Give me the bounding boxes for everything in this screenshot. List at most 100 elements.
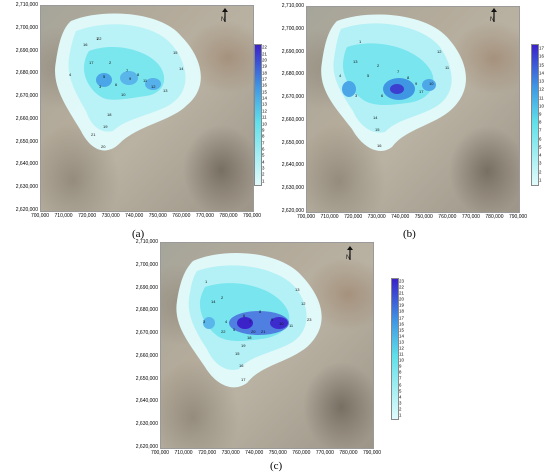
legend-colorbar-c (391, 278, 399, 420)
legend-label: 21 (262, 51, 267, 57)
well-label: 2 (221, 295, 224, 300)
well-label: 15 (173, 50, 178, 55)
legend-label: 3 (399, 400, 402, 406)
y-tick-label: 2,670,000 (15, 93, 38, 100)
y-tick-label: 2,680,000 (281, 71, 304, 78)
x-tick-label: 720,000 (344, 214, 363, 220)
legend-label: 18 (262, 70, 267, 76)
north-arrow-icon: N (489, 8, 499, 23)
well-label: 6 (243, 313, 246, 318)
well-label: 3 (355, 93, 358, 98)
well-label: 11 (445, 65, 450, 70)
legend-label: 11 (539, 95, 544, 101)
well-label: 21 (91, 132, 96, 137)
x-tick-label: 740,000 (245, 450, 264, 456)
well-label: 22 (221, 329, 226, 334)
well-label: 1 (359, 39, 362, 44)
contour-peak-b-core (390, 84, 404, 94)
well-label: 2 (109, 60, 112, 65)
x-tick-label: 700,000 (30, 213, 50, 219)
x-tick-label: 760,000 (438, 214, 457, 220)
well-label: 9 (129, 76, 132, 81)
y-tick-label: 2,670,000 (135, 330, 158, 337)
x-tick-label: 710,000 (320, 214, 339, 220)
legend-label: 10 (539, 103, 544, 109)
legend-label: 18 (399, 308, 404, 314)
legend-label: 17 (539, 45, 544, 51)
legend-label: 5 (262, 152, 265, 158)
legend-label: 1 (262, 178, 265, 184)
x-tick-label: 770,000 (461, 214, 480, 220)
well-label: 21 (261, 329, 266, 334)
y-tick-label: 2,690,000 (281, 48, 304, 55)
x-tick-label: 730,000 (101, 213, 120, 219)
well-label: 13 (163, 88, 168, 93)
well-label: 16 (377, 143, 382, 148)
well-label: 4 (225, 319, 228, 324)
well-label: 8 (259, 309, 262, 314)
legend-label: 7 (399, 375, 402, 381)
map-area-a: 1 2 3 4 5 6 7 8 9 10 11 12 13 14 15 16 17 18 19 20 21 22 (40, 5, 254, 212)
well-label: 14 (211, 299, 216, 304)
well-label: 13 (353, 59, 358, 64)
well-label: 10 (121, 92, 126, 97)
well-label: 12 (437, 49, 442, 54)
well-label: 9 (271, 317, 274, 322)
well-label: 16 (83, 42, 88, 47)
well-label: 17 (241, 377, 246, 382)
x-tick-label: 780,000 (219, 213, 238, 219)
x-tick-label: 710,000 (54, 213, 73, 219)
svg-text:N: N (221, 17, 225, 22)
legend-label: 14 (539, 70, 544, 76)
well-label: 14 (179, 66, 184, 71)
x-tick-label: 770,000 (315, 450, 334, 456)
contour-peak-c-core-2 (270, 317, 288, 329)
legend-label: 4 (539, 152, 542, 158)
x-tick-label: 720,000 (198, 450, 217, 456)
well-label: 10 (279, 321, 284, 326)
well-label: 1 (205, 279, 208, 284)
x-tick-label: 790,000 (242, 213, 262, 219)
contour-peak-c-2 (203, 317, 215, 329)
legend-label: 12 (539, 86, 544, 92)
y-tick-label: 2,640,000 (281, 162, 304, 169)
contour-peak-a-3 (145, 78, 161, 90)
y-tick-label: 2,700,000 (15, 24, 38, 31)
y-tick-label: 2,680,000 (135, 307, 158, 314)
legend-label: 22 (262, 44, 267, 50)
legend-label: 2 (262, 171, 265, 177)
x-tick-label: 710,000 (174, 450, 193, 456)
y-tick-label: 2,690,000 (15, 47, 38, 54)
panel-label-c: (c) (270, 460, 283, 472)
well-label: 7 (397, 69, 400, 74)
y-tick-label: 2,650,000 (135, 375, 158, 382)
well-label: 3 (99, 84, 102, 89)
y-tick-label: 2,640,000 (15, 161, 38, 168)
legend-label: 2 (539, 169, 542, 175)
legend-label: 6 (262, 146, 265, 152)
contour-peak-a (96, 73, 112, 87)
legend-label: 1 (539, 177, 542, 183)
well-label: 20 (251, 329, 256, 334)
well-label: 10 (429, 81, 434, 86)
well-label: 20 (101, 144, 106, 149)
map-area-c: 1 2 3 4 5 6 7 8 9 10 11 12 13 14 15 16 17 18 19 20 21 22 23 (160, 242, 374, 449)
legend-label: 17 (399, 315, 404, 321)
x-tick-label: 760,000 (292, 450, 311, 456)
x-tick-label: 740,000 (391, 214, 410, 220)
x-tick-label: 790,000 (508, 214, 528, 220)
legend-label: 7 (539, 127, 542, 133)
legend-label: 19 (399, 302, 404, 308)
x-tick-label: 770,000 (195, 213, 214, 219)
legend-label: 9 (399, 363, 402, 369)
well-label: 22 (97, 36, 102, 41)
well-label: 12 (151, 84, 156, 89)
y-tick-label: 2,670,000 (281, 94, 304, 101)
y-tick-label: 2,660,000 (281, 116, 304, 123)
legend-label: 8 (399, 369, 402, 375)
well-label: 23 (307, 317, 312, 322)
